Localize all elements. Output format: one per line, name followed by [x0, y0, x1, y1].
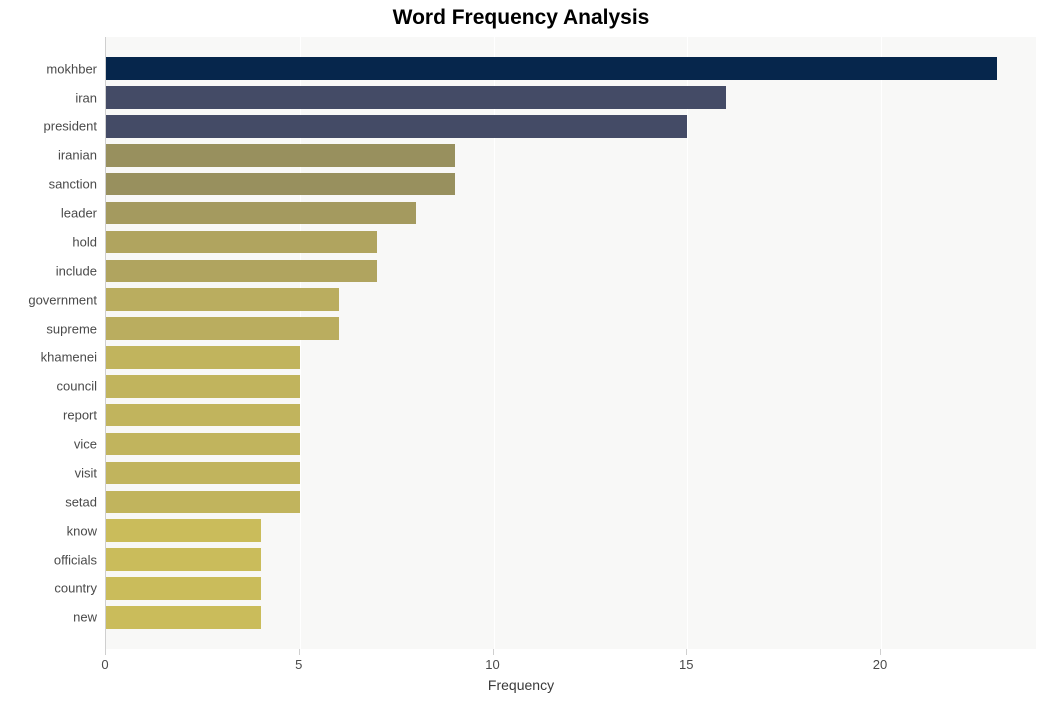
bar — [106, 548, 261, 571]
x-tick — [686, 649, 687, 655]
x-tick — [493, 649, 494, 655]
x-tick — [105, 649, 106, 655]
bar — [106, 288, 339, 311]
y-tick-label: supreme — [0, 321, 97, 336]
y-tick-label: vice — [0, 437, 97, 452]
plot-area — [105, 37, 1036, 649]
y-tick-label: iranian — [0, 148, 97, 163]
bar — [106, 86, 726, 109]
y-tick-label: hold — [0, 234, 97, 249]
x-axis-label: Frequency — [0, 677, 1042, 693]
y-tick-label: include — [0, 263, 97, 278]
y-tick-label: president — [0, 119, 97, 134]
bar — [106, 346, 300, 369]
x-tick — [299, 649, 300, 655]
gridline — [881, 37, 882, 649]
y-tick-label: council — [0, 379, 97, 394]
y-tick-label: setad — [0, 494, 97, 509]
y-tick-label: government — [0, 292, 97, 307]
bar — [106, 462, 300, 485]
bar — [106, 57, 997, 80]
bar — [106, 519, 261, 542]
gridline — [687, 37, 688, 649]
x-tick-label: 10 — [485, 657, 499, 672]
bar — [106, 375, 300, 398]
y-tick-label: mokhber — [0, 61, 97, 76]
bar — [106, 115, 687, 138]
y-tick-label: sanction — [0, 177, 97, 192]
y-tick-label: iran — [0, 90, 97, 105]
bar — [106, 317, 339, 340]
y-tick-label: new — [0, 610, 97, 625]
bar — [106, 433, 300, 456]
bar — [106, 491, 300, 514]
y-tick-label: know — [0, 523, 97, 538]
x-tick-label: 20 — [873, 657, 887, 672]
bar — [106, 144, 455, 167]
chart-title: Word Frequency Analysis — [0, 6, 1042, 30]
x-tick — [880, 649, 881, 655]
x-tick-label: 15 — [679, 657, 693, 672]
x-tick-label: 0 — [101, 657, 108, 672]
y-tick-label: leader — [0, 206, 97, 221]
y-tick-label: country — [0, 581, 97, 596]
y-tick-label: report — [0, 408, 97, 423]
bar — [106, 173, 455, 196]
y-tick-label: visit — [0, 465, 97, 480]
bar — [106, 202, 416, 225]
x-tick-label: 5 — [295, 657, 302, 672]
y-tick-label: officials — [0, 552, 97, 567]
y-tick-label: khamenei — [0, 350, 97, 365]
bar — [106, 260, 377, 283]
bar — [106, 231, 377, 254]
bar — [106, 404, 300, 427]
bar — [106, 577, 261, 600]
word-frequency-chart: Word Frequency Analysis 0 5 10 15 20 mokhber… — [0, 0, 1042, 701]
bar — [106, 606, 261, 629]
